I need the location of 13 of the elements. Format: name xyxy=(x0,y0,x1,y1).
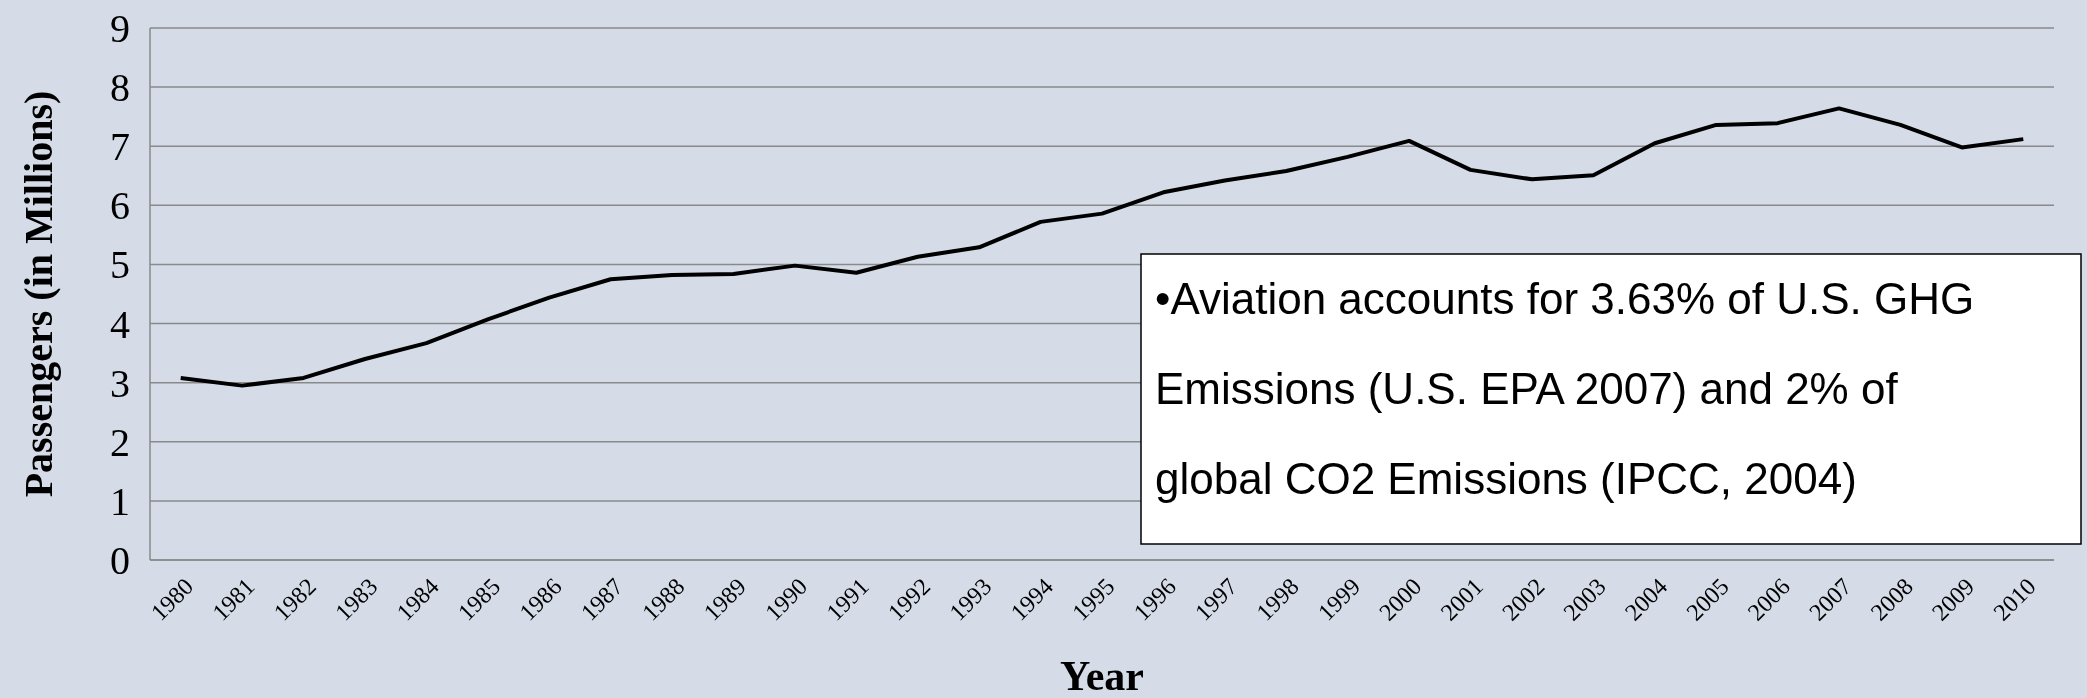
y-tick-label: 9 xyxy=(110,6,130,51)
y-tick-label: 5 xyxy=(110,242,130,288)
y-tick-label: 8 xyxy=(110,65,130,111)
y-tick-label: 1 xyxy=(110,478,130,524)
y-tick-label: 3 xyxy=(110,360,130,406)
y-tick-label: 2 xyxy=(110,419,130,465)
y-tick-label: 7 xyxy=(110,124,130,170)
y-tick-label: 6 xyxy=(110,183,130,229)
y-tick-label: 0 xyxy=(110,538,130,583)
y-tick-label: 4 xyxy=(110,301,130,347)
y-axis-title: Passengers (in Millions) xyxy=(16,90,61,498)
annotation: •Aviation accounts for 3.63% of U.S. GHG Emissions (U.S. EPA 2007) and 2% of global CO2 Emissions (IPCC, 2004) xyxy=(1155,274,1975,503)
x-axis-title: Year xyxy=(1060,653,1144,698)
